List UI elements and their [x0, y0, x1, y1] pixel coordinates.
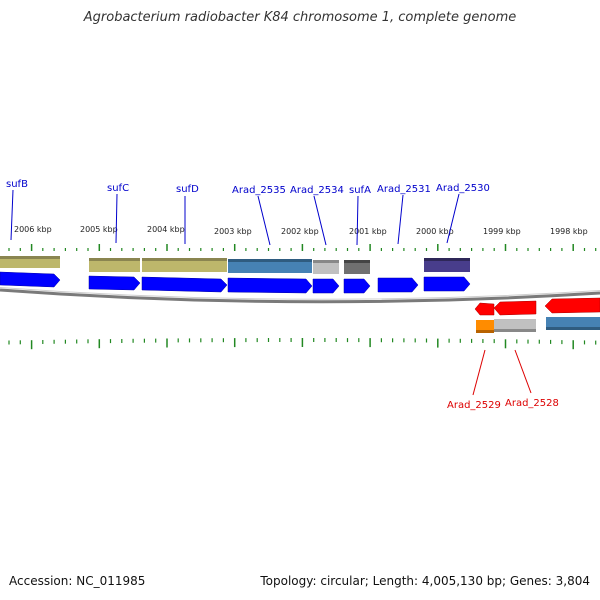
feature-arad-2529: [476, 320, 494, 333]
callout-line: [10, 189, 14, 241]
tick-label: 2005 kbp: [80, 225, 118, 234]
tick-label: 2004 kbp: [147, 225, 185, 234]
gene-label-arad-2529: Arad_2529: [447, 400, 501, 411]
gene-label-sufD: sufD: [176, 184, 199, 195]
genome-backbone: [0, 288, 600, 304]
cds-arrow: [0, 271, 61, 288]
feature-arad-2530: [424, 258, 470, 272]
callout-line: [397, 194, 404, 245]
gene-label-arad-2528: Arad_2528: [505, 398, 559, 409]
callout-line: [115, 193, 118, 244]
feature-arad-2528: [494, 319, 536, 332]
gene-label-sufC: sufC: [107, 183, 129, 194]
feature-sufC: [89, 258, 140, 272]
forward-gene-labels: sufB sufC sufD Arad_2535 Arad_2534 sufA …: [6, 179, 490, 196]
cds-arrow: [227, 277, 313, 294]
callout-line: [446, 193, 460, 244]
cds-arrow: [544, 297, 600, 314]
feature-sufA: [344, 260, 370, 274]
feature-sufD: [142, 258, 227, 272]
feature-reverse-next: [546, 317, 600, 330]
cds-track-forward: [0, 271, 471, 294]
cds-arrow: [423, 276, 471, 292]
cds-arrow: [312, 278, 340, 294]
tick-label: 2006 kbp: [14, 225, 52, 234]
cds-arrow: [493, 300, 537, 316]
cds-arrow: [377, 277, 419, 293]
tick-label: 2000 kbp: [416, 227, 454, 236]
feature-track-forward: [0, 256, 470, 274]
tick-label: 1998 kbp: [550, 227, 588, 236]
accession-text: Accession: NC_011985: [9, 574, 146, 588]
gene-label-arad-2535: Arad_2535: [232, 185, 286, 196]
reverse-gene-labels: Arad_2529 Arad_2528: [447, 398, 559, 411]
cds-arrow: [141, 276, 228, 293]
gene-label-arad-2534: Arad_2534: [290, 185, 344, 196]
tick-label: 2002 kbp: [281, 227, 319, 236]
callout-line: [257, 195, 271, 246]
gene-label-sufB: sufB: [6, 179, 28, 190]
callout-line: [514, 349, 532, 394]
feature-track-reverse: [476, 317, 600, 333]
gene-label-arad-2530: Arad_2530: [436, 183, 490, 194]
tick-label: 2001 kbp: [349, 227, 387, 236]
callout-line: [472, 349, 486, 396]
gene-label-arad-2531: Arad_2531: [377, 184, 431, 195]
feature-arad-2534: [313, 260, 339, 274]
cds-track-reverse: [474, 297, 600, 316]
page-title: Agrobacterium radiobacter K84 chromosome…: [83, 10, 517, 25]
tick-row-forward: [8, 244, 597, 251]
tick-labels: 2006 kbp 2005 kbp 2004 kbp 2003 kbp 2002 kbp…: [14, 225, 588, 236]
genome-summary-text: Topology: circular; Length: 4,005,130 bp…: [260, 574, 590, 588]
cds-arrow: [474, 302, 495, 316]
tick-label: 1999 kbp: [483, 227, 521, 236]
tick-label: 2003 kbp: [214, 227, 252, 236]
gene-label-sufA: sufA: [349, 185, 371, 196]
cds-arrow: [343, 278, 371, 294]
cds-arrow: [88, 275, 141, 291]
tick-row-reverse: [8, 338, 597, 350]
callout-line: [313, 195, 327, 246]
feature-arad-2535: [228, 259, 312, 273]
callout-line: [356, 195, 359, 246]
